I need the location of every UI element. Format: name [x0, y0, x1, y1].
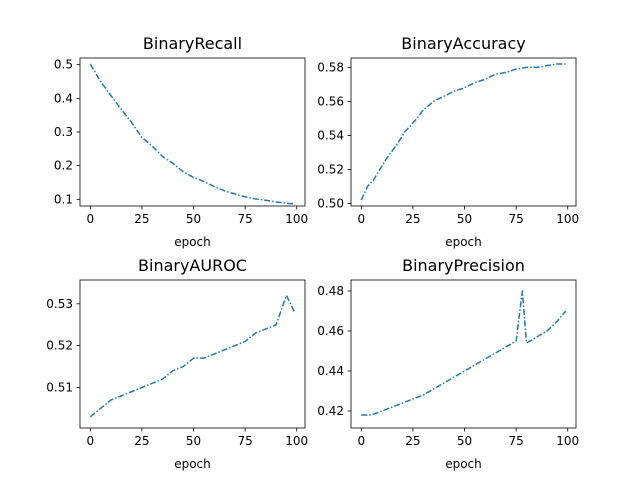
x-tick-label: 100 — [556, 434, 579, 448]
x-tick-label: 50 — [186, 212, 201, 226]
axes-frame — [350, 279, 577, 429]
series-line — [89, 294, 296, 418]
x-tick-label: 25 — [134, 212, 149, 226]
chart-title: BinaryAUROC — [138, 256, 247, 275]
y-tick-label: 0.46 — [317, 324, 344, 338]
y-tick-label: 0.48 — [317, 284, 344, 298]
x-tick-label: 75 — [237, 434, 252, 448]
y-tick-label: 0.53 — [46, 297, 73, 311]
chart-title: BinaryRecall — [143, 34, 242, 53]
x-tick-label: 75 — [508, 434, 523, 448]
y-tick-label: 0.5 — [54, 58, 73, 72]
x-tick-label: 100 — [556, 212, 579, 226]
y-tick-label: 0.4 — [54, 91, 73, 105]
x-axis-label: epoch — [174, 457, 211, 471]
x-tick-label: 0 — [87, 434, 95, 448]
y-tick-label: 0.52 — [46, 339, 73, 353]
y-tick-label: 0.2 — [54, 159, 73, 173]
panel-binary-accuracy: BinaryAccuracy epoch 0 25 50 75 100 0.50 0.52 0… — [317, 34, 579, 249]
x-tick-label: 50 — [186, 434, 201, 448]
x-tick-label: 75 — [508, 212, 523, 226]
y-tick-label: 0.52 — [317, 162, 344, 176]
x-tick-label: 25 — [134, 434, 149, 448]
x-tick-label: 0 — [358, 212, 366, 226]
axes-frame — [79, 279, 306, 429]
chart-title: BinaryPrecision — [402, 256, 525, 275]
x-tick-label: 75 — [237, 212, 252, 226]
y-tick-label: 0.51 — [46, 380, 73, 394]
x-tick-label: 100 — [285, 434, 308, 448]
x-tick-label: 50 — [457, 434, 472, 448]
axes-frame — [350, 57, 577, 207]
y-tick-label: 0.3 — [54, 125, 73, 139]
x-tick-label: 100 — [285, 212, 308, 226]
x-tick-label: 25 — [405, 434, 420, 448]
panel-binary-precision: BinaryPrecision epoch 0 25 50 75 100 0.42 0.44… — [317, 256, 579, 471]
y-tick-label: 0.56 — [317, 94, 344, 108]
y-tick-label: 0.44 — [317, 364, 344, 378]
x-axis-label: epoch — [445, 457, 482, 471]
axes-frame — [79, 57, 306, 207]
series-line — [89, 63, 295, 205]
panel-binary-auroc: BinaryAUROC epoch 0 25 50 75 100 0.51 0.52 0.53 — [46, 256, 308, 471]
y-tick-label: 0.50 — [317, 196, 344, 210]
y-tick-label: 0.58 — [317, 60, 344, 74]
chart-title: BinaryAccuracy — [401, 34, 525, 53]
x-axis-label: epoch — [174, 235, 211, 249]
panel-binary-recall: BinaryRecall epoch 0 25 50 75 100 0.1 0.2 0.3 0.… — [54, 34, 308, 249]
x-axis-label: epoch — [445, 235, 482, 249]
series-line — [361, 290, 567, 416]
x-tick-label: 50 — [457, 212, 472, 226]
y-tick-label: 0.42 — [317, 404, 344, 418]
x-tick-label: 25 — [405, 212, 420, 226]
y-tick-label: 0.54 — [317, 128, 344, 142]
x-tick-label: 0 — [358, 434, 366, 448]
y-tick-label: 0.1 — [54, 192, 73, 206]
series-line — [360, 63, 566, 201]
x-tick-label: 0 — [87, 212, 95, 226]
